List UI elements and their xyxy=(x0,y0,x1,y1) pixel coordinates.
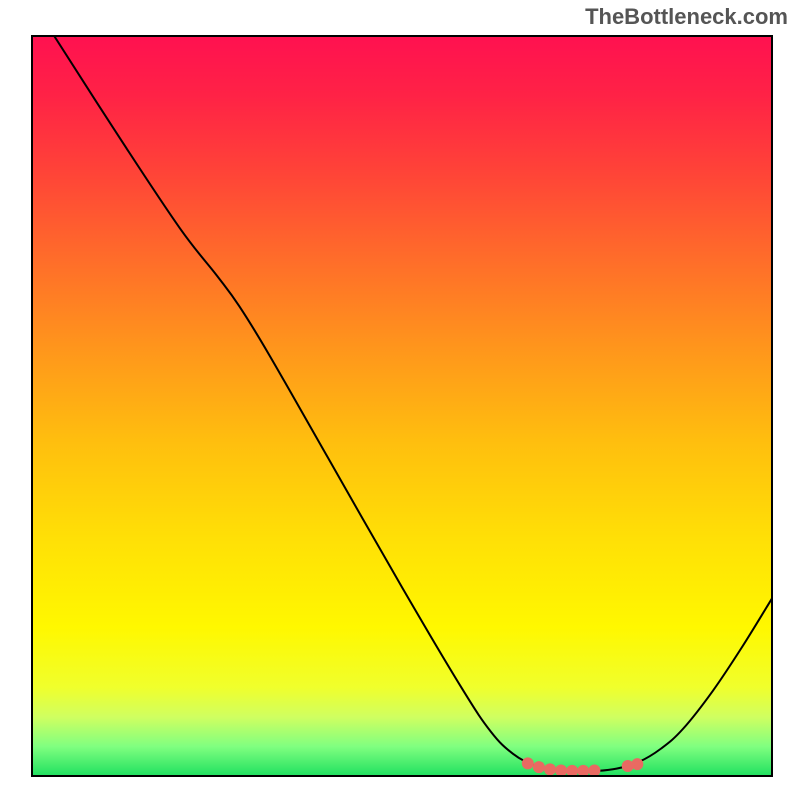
chart-svg xyxy=(0,0,800,800)
marker-dot xyxy=(544,763,556,775)
marker-dot xyxy=(522,757,534,769)
bottleneck-chart: TheBottleneck.com xyxy=(0,0,800,800)
marker-dot xyxy=(588,764,600,776)
watermark-text: TheBottleneck.com xyxy=(585,4,788,30)
marker-dot xyxy=(555,764,567,776)
marker-dot xyxy=(631,758,643,770)
marker-dot xyxy=(533,761,545,773)
gradient-background xyxy=(32,36,772,776)
